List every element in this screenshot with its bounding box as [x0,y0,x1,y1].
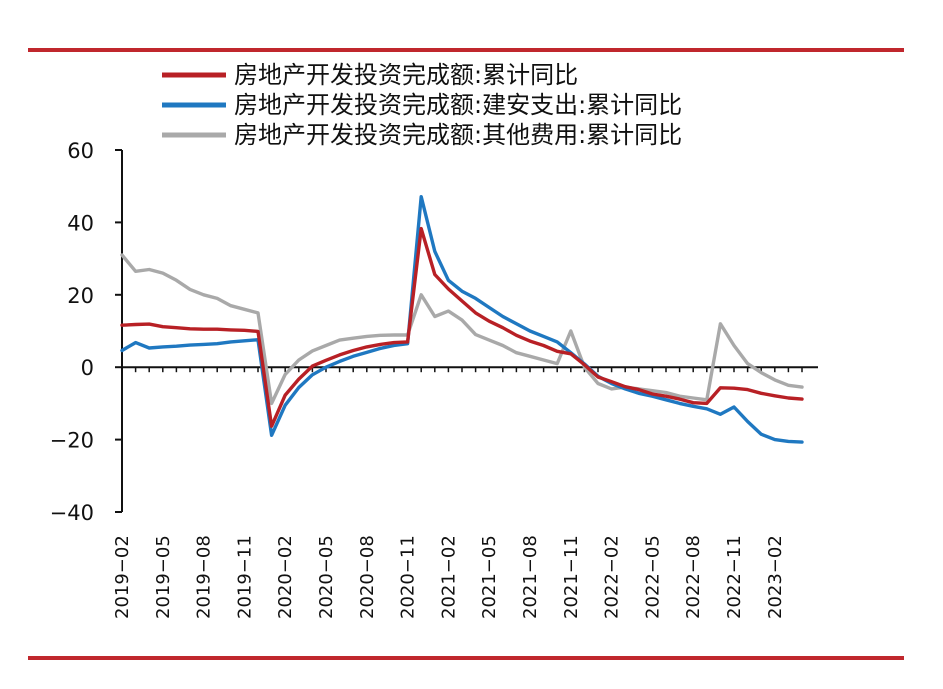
x-tick-label: 2022−08 [683,535,704,619]
x-tick-label: 2019−02 [112,535,133,619]
y-tick-label: 0 [81,356,94,380]
series-line [120,226,804,428]
legend-label: 房地产开发投资完成额:累计同比 [234,61,578,89]
x-tick-label: 2022−02 [602,535,623,619]
x-tick-label: 2023−02 [765,535,786,619]
x-tick-label: 2020−11 [398,535,419,619]
legend-label: 房地产开发投资完成额:其他费用:累计同比 [234,121,682,149]
x-axis: 2019−02 2019−05 2019−08 2019−11 2020−02 2020−… [112,366,818,619]
x-tick-label: 2022−11 [724,535,745,619]
x-tick-label: 2020−02 [275,535,296,619]
y-tick-label: −20 [50,429,94,453]
series-line [120,194,804,444]
y-axis: 60 40 20 0 −20 −40 [50,139,123,525]
x-tick-label: 2019−11 [234,535,255,619]
x-tick-label: 2019−08 [194,535,215,619]
x-tick-label: 2020−05 [316,535,337,619]
y-tick-label: −40 [50,501,94,525]
legend: 房地产开发投资完成额:累计同比房地产开发投资完成额:建安支出:累计同比房地产开发… [162,61,682,149]
y-tick-label: 40 [67,211,94,235]
top-rule [28,48,904,52]
x-tick-label: 2021−08 [520,535,541,619]
y-tick-label: 20 [67,284,94,308]
y-tick-label: 60 [67,139,94,163]
x-tick-label: 2021−05 [479,535,500,619]
legend-label: 房地产开发投资完成额:建安支出:累计同比 [234,91,682,119]
series-layer [120,194,804,444]
x-tick-label: 2022−05 [642,535,663,619]
x-tick-label: 2020−08 [357,535,378,619]
x-tick-label: 2019−05 [153,535,174,619]
series-line [120,253,804,406]
x-tick-label: 2021−02 [438,535,459,619]
x-tick-label: 2021−11 [561,535,582,619]
bottom-rule [28,656,904,660]
